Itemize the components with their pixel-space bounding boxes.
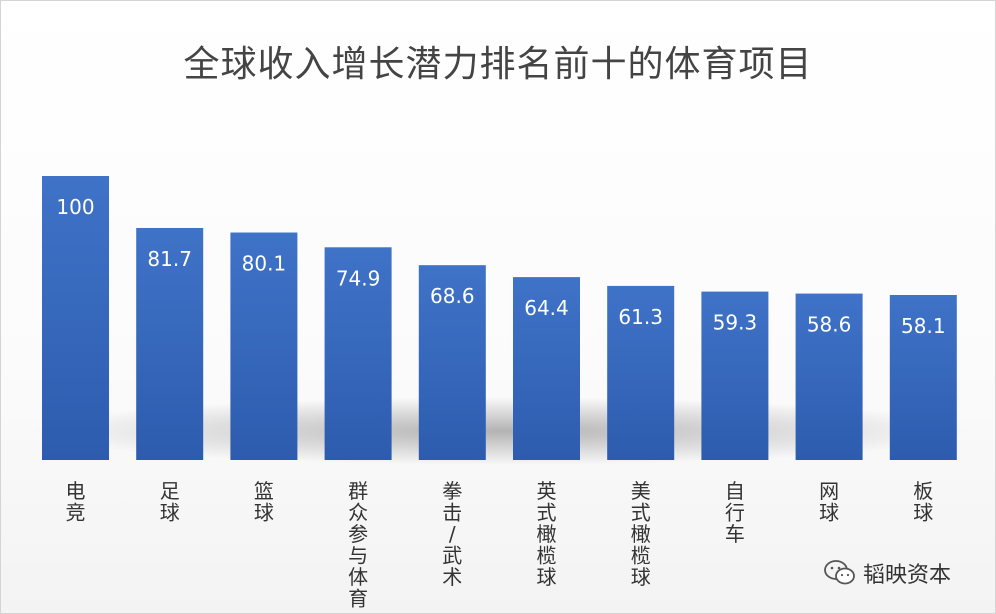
data-label: 100: [56, 195, 94, 219]
category-label: 拳击/武术: [442, 479, 462, 589]
data-label: 59.3: [713, 311, 758, 335]
category-label: 足球: [160, 479, 180, 525]
data-label: 68.6: [430, 284, 475, 308]
watermark: 韬映资本: [823, 557, 951, 589]
data-label: 81.7: [147, 247, 192, 271]
bar: [42, 176, 109, 460]
category-label: 自行车: [725, 479, 745, 546]
chart-title: 全球收入增长潜力排名前十的体育项目: [183, 44, 813, 85]
bar: [795, 293, 863, 460]
data-label: 61.3: [618, 305, 663, 329]
watermark-text: 韬映资本: [863, 563, 952, 588]
data-label: 74.9: [336, 266, 381, 290]
bar: [513, 277, 580, 460]
data-label: 58.1: [901, 314, 946, 338]
category-label: 电竞: [66, 479, 86, 525]
bar: [230, 232, 298, 460]
bar: [701, 291, 769, 460]
bar: [136, 227, 204, 460]
bar: [418, 265, 486, 460]
data-label: 64.4: [524, 296, 569, 320]
category-label: 篮球: [254, 479, 274, 525]
bar: [324, 247, 392, 460]
data-label: 58.6: [807, 313, 852, 337]
wechat-icon: [824, 560, 855, 585]
data-label: 80.1: [242, 252, 287, 276]
category-label: 英式橄榄球: [537, 479, 557, 589]
category-label: 板球: [913, 479, 933, 525]
bar: [889, 294, 957, 460]
category-label: 美式橄榄球: [631, 479, 651, 589]
category-label: 群众参与体育: [348, 479, 368, 611]
bar: [607, 285, 675, 460]
category-label: 网球: [819, 479, 839, 525]
